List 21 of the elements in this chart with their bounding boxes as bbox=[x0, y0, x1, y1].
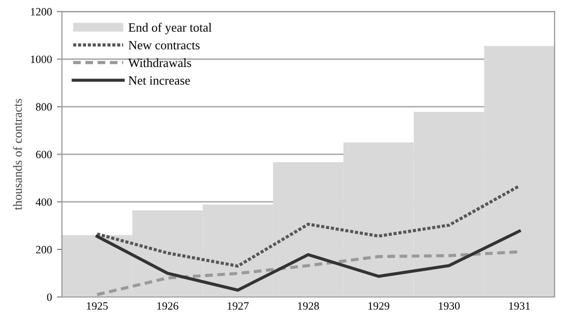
y-tick-label: 0 bbox=[47, 293, 52, 301]
legend-label: Withdrawals bbox=[128, 58, 192, 68]
legend-label: New contracts bbox=[128, 41, 200, 50]
x-tick-label: 1926 bbox=[157, 302, 178, 310]
y-tick-label: 800 bbox=[36, 103, 52, 111]
y-tick-label: 600 bbox=[36, 150, 52, 158]
legend-label: End of year total bbox=[128, 22, 212, 34]
x-tick-label: 1931 bbox=[509, 302, 530, 310]
y-tick-label: 1000 bbox=[30, 56, 52, 64]
x-tick-label: 1929 bbox=[368, 302, 390, 310]
legend-label: Net increase bbox=[128, 76, 190, 85]
y-tick-label: 400 bbox=[36, 198, 52, 206]
y-tick-label: 1200 bbox=[30, 8, 52, 16]
line-series bbox=[96, 184, 521, 268]
y-tick-label: 200 bbox=[36, 246, 52, 254]
line-series bbox=[96, 230, 521, 292]
x-tick-label: 1930 bbox=[438, 302, 460, 310]
y-axis-title: thousands of contracts bbox=[12, 98, 22, 210]
x-tick-label: 1927 bbox=[228, 302, 249, 310]
x-tick-label: 1928 bbox=[298, 302, 319, 310]
x-tick-label: 1925 bbox=[86, 302, 108, 310]
